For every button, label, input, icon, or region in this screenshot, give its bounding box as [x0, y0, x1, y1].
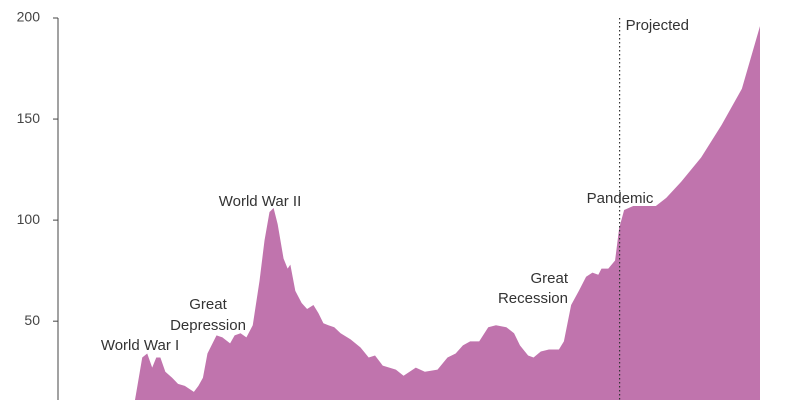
- annotation: World War I: [101, 337, 179, 354]
- annotation: Pandemic: [587, 190, 654, 207]
- y-tick-label: 50: [24, 312, 40, 328]
- y-tick-label: 100: [17, 211, 41, 227]
- annotation: Recession: [498, 290, 568, 307]
- area: [134, 26, 760, 400]
- annotation: Depression: [170, 317, 246, 334]
- annotation: World War II: [219, 193, 302, 210]
- annotation: Great: [189, 296, 227, 313]
- annotation: Great: [530, 270, 568, 287]
- projection-label: Projected: [626, 17, 689, 34]
- y-tick-label: 150: [17, 110, 41, 126]
- y-tick-label: 200: [17, 9, 41, 25]
